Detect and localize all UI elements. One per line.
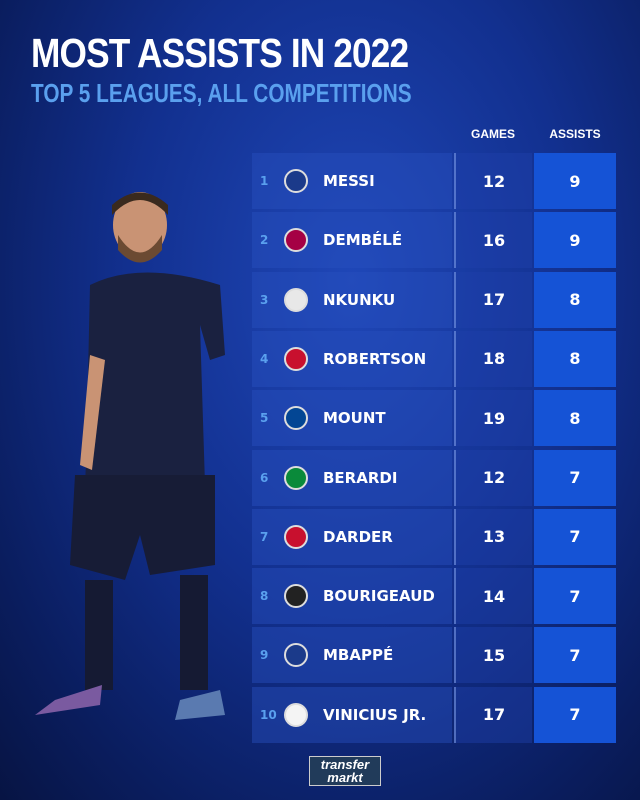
transfermarkt-logo: transfer markt	[309, 756, 381, 786]
barcelona-crest-icon	[284, 228, 308, 253]
table-row: 10 VINICIUS JR. 17 7	[252, 686, 618, 743]
player-name: MBAPPÉ	[323, 646, 394, 665]
player-cell: 1 MESSI	[252, 153, 452, 209]
player-cell: 9 MBAPPÉ	[252, 627, 452, 684]
rank: 5	[260, 411, 269, 426]
games-value: 16	[454, 212, 532, 269]
chelsea-crest-icon	[284, 406, 308, 431]
rank: 8	[260, 589, 269, 604]
games-value: 17	[454, 271, 532, 328]
player-cell: 8 BOURIGEAUD	[252, 568, 452, 625]
rank: 1	[260, 174, 269, 188]
player-name: DEMBÉLÉ	[323, 231, 403, 250]
games-value: 14	[454, 568, 532, 625]
games-value: 12	[454, 449, 532, 506]
assists-value: 7	[534, 568, 616, 625]
player-photo	[35, 192, 225, 720]
player-cell: 7 DARDER	[252, 508, 452, 565]
rank: 2	[260, 233, 269, 248]
assists-value: 7	[534, 449, 616, 506]
rank: 4	[260, 351, 269, 366]
assists-value: 8	[534, 271, 616, 328]
table-row: 2 DEMBÉLÉ 16 9	[252, 212, 618, 269]
player-cell: 6 BERARDI	[252, 449, 452, 506]
table-row: 5 MOUNT 19 8	[252, 390, 618, 447]
player-name: MOUNT	[323, 409, 386, 428]
rank: 6	[260, 470, 269, 485]
table-row: 6 BERARDI 12 7	[252, 449, 618, 506]
rank: 3	[260, 292, 269, 307]
rank: 9	[260, 648, 269, 663]
page-subtitle: TOP 5 LEAGUES, ALL COMPETITIONS	[31, 78, 412, 108]
table-row: 4 ROBERTSON 18 8	[252, 330, 618, 387]
liverpool-crest-icon	[284, 346, 308, 371]
player-cell: 3 NKUNKU	[252, 271, 452, 328]
player-name: BERARDI	[323, 468, 398, 487]
player-name: NKUNKU	[323, 290, 396, 309]
rank: 10	[260, 707, 277, 722]
sassuolo-crest-icon	[284, 465, 308, 490]
player-name: VINICIUS JR.	[323, 705, 427, 724]
assists-header: ASSISTS	[549, 127, 601, 141]
player-cell: 4 ROBERTSON	[252, 330, 452, 387]
player-name: BOURIGEAUD	[323, 587, 435, 606]
games-value: 15	[454, 627, 532, 684]
player-cell: 5 MOUNT	[252, 390, 452, 447]
psg-crest-icon	[284, 643, 308, 668]
games-value: 13	[454, 508, 532, 565]
assists-value: 9	[534, 153, 616, 209]
table-row: 9 MBAPPÉ 15 7	[252, 627, 618, 684]
page-title: MOST ASSISTS IN 2022	[31, 30, 409, 76]
assists-value: 8	[534, 390, 616, 447]
real-madrid-crest-icon	[284, 702, 308, 727]
rennes-crest-icon	[284, 584, 308, 609]
espanyol-crest-icon	[284, 524, 308, 549]
games-header: GAMES	[470, 127, 515, 141]
rank: 7	[260, 529, 269, 544]
psg-crest-icon	[284, 169, 308, 193]
player-cell: 2 DEMBÉLÉ	[252, 212, 452, 269]
assists-value: 9	[534, 212, 616, 269]
table-row: 7 DARDER 13 7	[252, 508, 618, 565]
logo-text-1: transfer	[320, 757, 370, 772]
games-value: 12	[454, 153, 532, 209]
games-value: 19	[454, 390, 532, 447]
games-value: 18	[454, 330, 532, 387]
assists-value: 7	[534, 686, 616, 743]
player-name: MESSI	[323, 172, 375, 190]
table-row: 1 MESSI 12 9	[252, 153, 618, 209]
assists-value: 7	[534, 627, 616, 684]
table-row: 3 NKUNKU 17 8	[252, 271, 618, 328]
assists-value: 8	[534, 330, 616, 387]
logo-text-2: markt	[327, 770, 363, 785]
player-cell: 10 VINICIUS JR.	[252, 686, 452, 743]
assists-value: 7	[534, 508, 616, 565]
table-row: 8 BOURIGEAUD 14 7	[252, 568, 618, 625]
games-value: 17	[454, 686, 532, 743]
player-name: ROBERTSON	[323, 349, 427, 368]
leipzig-crest-icon	[284, 287, 308, 312]
player-name: DARDER	[323, 527, 393, 546]
